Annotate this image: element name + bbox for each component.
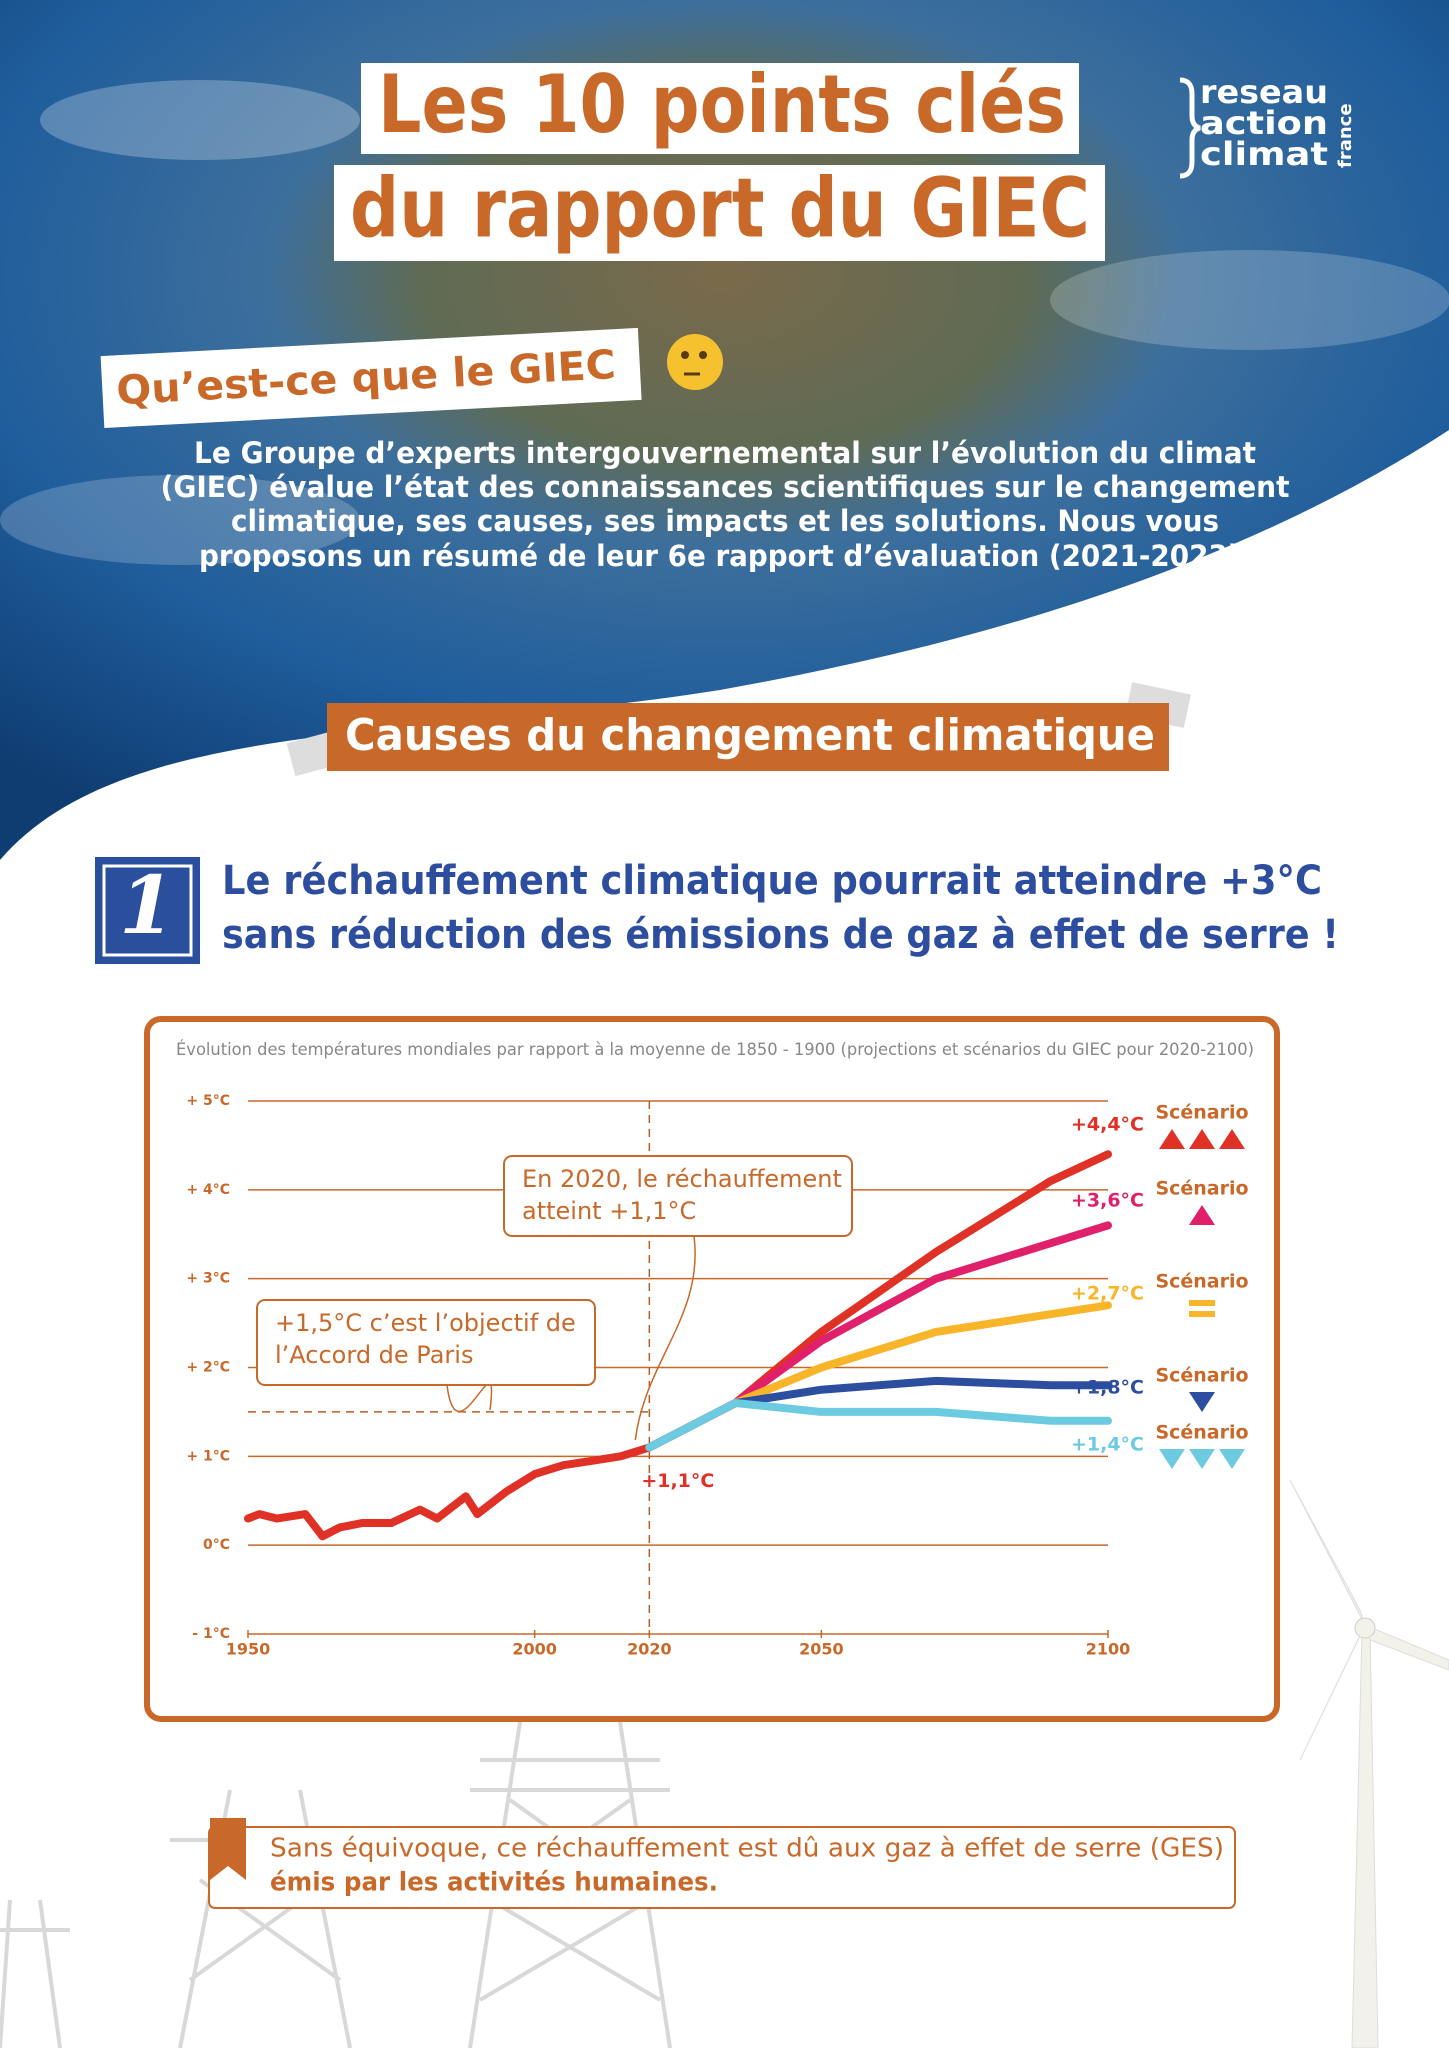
legend-label: Scénario	[1155, 1178, 1248, 1200]
cloud	[1050, 250, 1449, 350]
chart-title: Évolution des températures mondiales par…	[176, 1038, 1254, 1060]
point-number: 1	[119, 858, 175, 952]
cloud	[0, 475, 360, 565]
title-line: Les 10 points clés	[378, 58, 1066, 151]
point-number-frame	[102, 864, 193, 957]
legend-symbol	[1189, 1449, 1215, 1469]
x-tick-label: 2000	[512, 1640, 557, 1659]
y-tick-label: + 4°C	[186, 1182, 230, 1198]
legend-symbol	[1189, 1205, 1215, 1225]
thinking-icon-eye	[699, 351, 707, 359]
chart-frame	[144, 1016, 1280, 1722]
wind-turbine	[1289, 1479, 1449, 2048]
point-title: sans réduction des émissions de gaz à ef…	[222, 912, 1339, 958]
annotation-text: En 2020, le réchauffement	[522, 1165, 842, 1193]
y-tick-label: + 1°C	[186, 1448, 230, 1464]
legend-label: Scénario	[1155, 1102, 1248, 1124]
intro-heading-box	[100, 327, 642, 428]
cloud	[40, 80, 360, 160]
logo-text: climat	[1200, 135, 1328, 173]
y-tick-label: - 1°C	[192, 1626, 230, 1642]
bookmark-icon	[210, 1818, 246, 1880]
legend-symbol	[1189, 1392, 1215, 1412]
point-number-box	[95, 857, 200, 964]
logo-text: action	[1200, 104, 1328, 142]
legend-symbol	[1159, 1129, 1185, 1149]
intro-text: Le Groupe d’experts intergouvernemental …	[194, 436, 1256, 470]
annotation-connector	[446, 1382, 493, 1412]
y-tick-label: + 5°C	[186, 1093, 230, 1109]
intro-text: climatique, ses causes, ses impacts et l…	[231, 504, 1219, 538]
point-title: Le réchauffement climatique pourrait att…	[222, 858, 1322, 904]
annotation-text: atteint +1,1°C	[522, 1197, 696, 1225]
legend-label: Scénario	[1155, 1365, 1248, 1387]
legend-symbol	[1189, 1300, 1215, 1306]
x-tick-label: 2020	[627, 1640, 672, 1659]
y-tick-label: + 3°C	[186, 1271, 230, 1287]
annotation-connector	[634, 1235, 696, 1441]
x-tick-label: 2100	[1086, 1640, 1131, 1659]
legend-symbol	[1219, 1129, 1245, 1149]
intro-text: proposons un résumé de leur 6e rapport d…	[199, 539, 1251, 573]
logo-brace	[1179, 77, 1201, 179]
x-tick-label: 1950	[226, 1640, 271, 1659]
section-heading: Causes du changement climatique	[345, 710, 1155, 761]
thinking-icon	[667, 334, 723, 390]
thinking-icon-eye	[681, 351, 689, 359]
legend-label: Scénario	[1155, 1271, 1248, 1293]
note-text: Sans équivoque, ce réchauffement est dû …	[270, 1834, 1224, 1864]
title-box	[334, 165, 1105, 261]
annotation-text: l’Accord de Paris	[275, 1341, 473, 1369]
value-label: +3,6°C	[1071, 1190, 1144, 1212]
legend-symbol	[1189, 1129, 1215, 1149]
legend-symbol	[1159, 1449, 1185, 1469]
annotation-box	[503, 1155, 853, 1237]
section-heading-box	[327, 703, 1169, 771]
series-line	[244, 1443, 654, 1541]
legend-label: Scénario	[1155, 1422, 1248, 1444]
note-text: émis par les activités humaines.	[270, 1868, 718, 1898]
annotation-text: +1,5°C c’est l’objectif de	[275, 1309, 576, 1337]
title-box	[361, 63, 1079, 154]
value-label: +1,1°C	[641, 1470, 714, 1492]
value-label: +4,4°C	[1071, 1114, 1144, 1136]
value-label: +1,4°C	[1071, 1434, 1144, 1456]
intro-heading-group: Qu’est-ce que le GIEC	[100, 327, 642, 428]
intro-text: (GIEC) évalue l’état des connaissances s…	[161, 470, 1290, 504]
value-label: +2,7°C	[1071, 1283, 1144, 1305]
logo-side: france	[1335, 103, 1356, 168]
legend-symbol	[1219, 1449, 1245, 1469]
plot: - 1°C 0°C + 1°C + 2°C + 3°C + 4°C + 5°C 1950 200…	[186, 1093, 1248, 1659]
note-box	[208, 1826, 1236, 1909]
x-tick-label: 2050	[799, 1640, 844, 1659]
annotation-box	[256, 1299, 596, 1386]
title-line: du rapport du GIEC	[350, 161, 1090, 256]
series-line	[645, 1399, 1112, 1452]
value-label: +1,8°C	[1071, 1377, 1144, 1399]
y-tick-label: + 2°C	[186, 1360, 230, 1376]
logo-text: reseau	[1200, 73, 1328, 111]
legend-symbol	[1189, 1311, 1215, 1317]
y-tick-label: 0°C	[203, 1537, 230, 1553]
